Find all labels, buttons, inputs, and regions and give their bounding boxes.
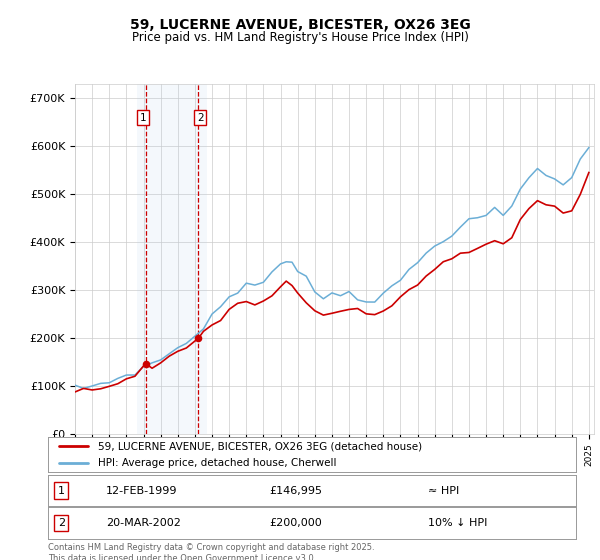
Text: 10% ↓ HPI: 10% ↓ HPI [428, 518, 488, 528]
Text: 2: 2 [197, 113, 203, 123]
Point [194, 334, 203, 343]
Text: ≈ HPI: ≈ HPI [428, 486, 460, 496]
Text: 59, LUCERNE AVENUE, BICESTER, OX26 3EG (detached house): 59, LUCERNE AVENUE, BICESTER, OX26 3EG (… [98, 441, 422, 451]
Text: £146,995: £146,995 [270, 486, 323, 496]
Text: 12-FEB-1999: 12-FEB-1999 [106, 486, 178, 496]
Text: 1: 1 [58, 486, 65, 496]
Text: HPI: Average price, detached house, Cherwell: HPI: Average price, detached house, Cher… [98, 458, 337, 468]
Text: £200,000: £200,000 [270, 518, 323, 528]
Text: 1: 1 [140, 113, 146, 123]
Point [141, 359, 151, 368]
Text: Contains HM Land Registry data © Crown copyright and database right 2025.
This d: Contains HM Land Registry data © Crown c… [48, 543, 374, 560]
Text: 2: 2 [58, 518, 65, 528]
Text: 59, LUCERNE AVENUE, BICESTER, OX26 3EG: 59, LUCERNE AVENUE, BICESTER, OX26 3EG [130, 18, 470, 32]
Text: Price paid vs. HM Land Registry's House Price Index (HPI): Price paid vs. HM Land Registry's House … [131, 31, 469, 44]
Text: 20-MAR-2002: 20-MAR-2002 [106, 518, 181, 528]
Bar [137, 84, 207, 434]
